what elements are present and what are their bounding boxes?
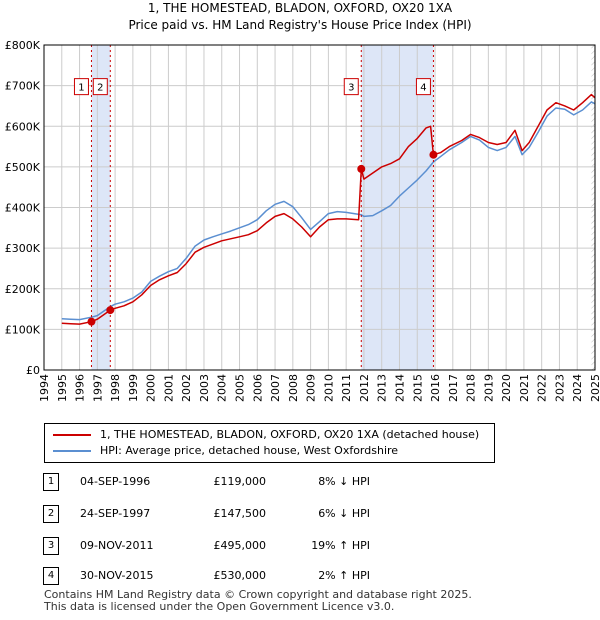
sale-marker-point <box>429 150 438 159</box>
x-tick-label: 1997 <box>91 374 104 402</box>
sale-hpi-diff: 2% ↑ HPI <box>318 569 370 582</box>
sale-number-badge: 1 <box>43 473 59 491</box>
sale-price: £147,500 <box>213 507 267 520</box>
x-tick-label: 2012 <box>358 374 371 402</box>
sale-marker-label-box <box>343 78 359 96</box>
x-tick-label: 2010 <box>322 374 335 402</box>
y-tick-label: £0 <box>26 364 40 377</box>
property-price-line <box>61 93 596 325</box>
sale-marker-label-box <box>92 78 108 96</box>
series-lines <box>61 93 596 325</box>
sale-date: 24-SEP-1997 <box>80 507 151 520</box>
x-tick-label: 2020 <box>500 374 513 402</box>
x-tick-label: 2004 <box>216 374 229 402</box>
sale-marker-label: 1 <box>78 83 84 94</box>
x-tick-label: 2025 <box>589 374 600 402</box>
grid-lines <box>43 44 596 371</box>
sale-marker-point <box>106 306 115 315</box>
footer-license: This data is licensed under the Open Gov… <box>44 600 395 613</box>
sale-date: 30-NOV-2015 <box>80 569 154 582</box>
sale-number-badge: 2 <box>43 505 59 523</box>
sales-table-row: 2 24-SEP-1997 £147,500 6% ↓ HPI <box>0 504 600 524</box>
sale-marker-label: 3 <box>348 83 354 94</box>
chart-subtitle: Price paid vs. HM Land Registry's House … <box>128 18 471 32</box>
sale-price: £119,000 <box>213 475 267 488</box>
x-tick-label: 2021 <box>518 374 531 402</box>
x-tick-label: 2005 <box>234 374 247 402</box>
sale-marker-label-box <box>415 78 431 96</box>
x-tick-label: 2024 <box>571 374 584 402</box>
legend-swatch-hpi <box>53 450 91 452</box>
y-tick-label: £500K <box>5 161 41 174</box>
x-tick-label: 2016 <box>429 374 442 402</box>
footer: Contains HM Land Registry data © Crown c… <box>44 589 472 613</box>
x-tick-label: 2019 <box>482 374 495 402</box>
legend-label-hpi: HPI: Average price, detached house, West… <box>100 444 399 457</box>
sale-marker-label: 2 <box>97 83 103 94</box>
sale-price: £495,000 <box>213 539 267 552</box>
sale-date: 09-NOV-2011 <box>80 539 154 552</box>
price-chart: 1, THE HOMESTEAD, BLADON, OXFORD, OX20 1… <box>5 1 600 402</box>
y-tick-label: £600K <box>5 120 41 133</box>
sale-hpi-diff: 8% ↓ HPI <box>318 475 370 488</box>
footer-copyright: Contains HM Land Registry data © Crown c… <box>44 588 472 601</box>
x-tick-label: 2022 <box>536 374 549 402</box>
x-tick-label: 1999 <box>127 374 140 402</box>
sale-marker-label: 4 <box>420 83 426 94</box>
legend-item-hpi: HPI: Average price, detached house, West… <box>53 443 398 459</box>
y-tick-label: £800K <box>5 39 41 52</box>
x-tick-label: 1996 <box>74 374 87 402</box>
chart-title: 1, THE HOMESTEAD, BLADON, OXFORD, OX20 1… <box>148 1 453 15</box>
y-tick-label: £100K <box>5 323 41 336</box>
sale-marker-point <box>357 164 366 173</box>
legend-swatch-property <box>53 434 91 436</box>
plot-frame <box>43 44 596 371</box>
x-tick-label: 2014 <box>393 374 406 402</box>
y-axis-ticks: £0 £100K £200K £300K £400K £500K £600K £700K £80… <box>5 39 41 377</box>
y-tick-label: £200K <box>5 283 41 296</box>
hpi-line <box>61 101 596 321</box>
sale-price: £530,000 <box>213 569 267 582</box>
x-tick-label: 1998 <box>109 374 122 402</box>
x-tick-label: 2013 <box>376 374 389 402</box>
x-tick-label: 1995 <box>56 374 69 402</box>
sale-marker-point <box>87 317 96 326</box>
sale-hpi-diff: 6% ↓ HPI <box>318 507 370 520</box>
sale-date: 04-SEP-1996 <box>80 475 151 488</box>
x-tick-label: 2006 <box>251 374 264 402</box>
x-tick-label: 2002 <box>180 374 193 402</box>
y-tick-label: £400K <box>5 202 41 215</box>
y-tick-label: £300K <box>5 242 41 255</box>
legend: 1, THE HOMESTEAD, BLADON, OXFORD, OX20 1… <box>44 423 495 463</box>
y-tick-label: £700K <box>5 80 41 93</box>
x-tick-label: 2000 <box>145 374 158 402</box>
x-tick-label: 2001 <box>162 374 175 402</box>
legend-label-property: 1, THE HOMESTEAD, BLADON, OXFORD, OX20 1… <box>100 428 480 441</box>
sales-table-row: 4 30-NOV-2015 £530,000 2% ↑ HPI <box>0 566 600 586</box>
x-tick-label: 2003 <box>198 374 211 402</box>
x-tick-label: 2009 <box>305 374 318 402</box>
sale-number-badge: 4 <box>43 567 59 585</box>
sale-number-badge: 3 <box>43 537 59 555</box>
sales-table-row: 3 09-NOV-2011 £495,000 19% ↑ HPI <box>0 536 600 556</box>
sale-markers: 1 2 3 4 <box>73 45 438 370</box>
legend-item-property: 1, THE HOMESTEAD, BLADON, OXFORD, OX20 1… <box>53 427 479 443</box>
x-tick-label: 2017 <box>447 374 460 402</box>
x-tick-label: 2023 <box>553 374 566 402</box>
x-axis-ticks: 1994 1995 1996 1997 1998 1999 2000 2001 2002 2003… <box>38 374 600 402</box>
sale-hpi-diff: 19% ↑ HPI <box>311 539 370 552</box>
x-tick-label: 2007 <box>269 374 282 402</box>
x-tick-label: 2008 <box>287 374 300 402</box>
sale-marker-label-box <box>73 78 89 96</box>
x-tick-label: 2011 <box>340 374 353 402</box>
x-tick-label: 1994 <box>38 374 51 402</box>
x-tick-label: 2015 <box>411 374 424 402</box>
sales-table-row: 1 04-SEP-1996 £119,000 8% ↓ HPI <box>0 472 600 492</box>
x-tick-label: 2018 <box>465 374 478 402</box>
